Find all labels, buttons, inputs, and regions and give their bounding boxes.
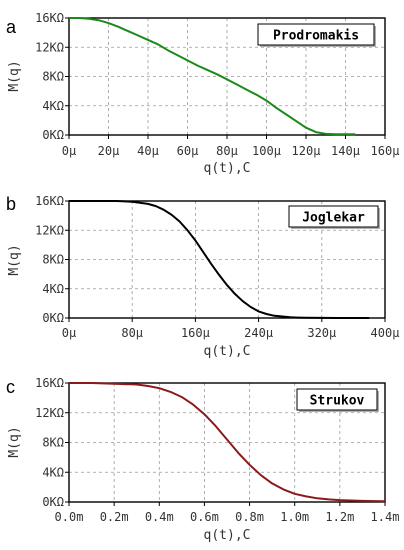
panel-a-prodromakis: a 0μ 20μ 40μ 60μ 80μ 100μ 120μ 140μ 160μ 0KΩ 4KΩ 8KΩ…	[6, 11, 399, 176]
x-tick-label: 1.4m	[371, 510, 400, 524]
y-tick-label: 16KΩ	[35, 194, 64, 208]
x-tick-label: 0.2m	[100, 510, 129, 524]
x-tick-label: 0μ	[62, 144, 76, 158]
series-line-strukov	[69, 382, 386, 503]
series-line-prodromakis	[69, 17, 356, 136]
model-name-label: Strukov	[310, 394, 365, 409]
x-axis-label: q(t),C	[204, 161, 251, 176]
panel-label: b	[6, 194, 16, 214]
x-tick-label: 40μ	[137, 144, 159, 158]
y-tick-label: 4KΩ	[42, 99, 64, 113]
y-tick-label: 12KΩ	[35, 223, 64, 237]
x-tick-label: 0.0m	[55, 510, 84, 524]
y-tick-label: 4KΩ	[42, 282, 64, 296]
model-name-label: Joglekar	[302, 211, 365, 226]
x-tick-label: 0.6m	[190, 510, 219, 524]
x-tick-label: 1.0m	[280, 510, 309, 524]
y-tick-label: 12KΩ	[35, 40, 64, 54]
x-tick-label: 160μ	[181, 326, 210, 340]
x-tick-label: 120μ	[292, 144, 321, 158]
x-tick-label: 140μ	[331, 144, 360, 158]
x-tick-label: 20μ	[98, 144, 120, 158]
y-tick-label: 4KΩ	[42, 465, 64, 479]
y-tick-label: 0KΩ	[42, 128, 64, 142]
x-axis-label: q(t),C	[204, 344, 251, 359]
x-tick-label: 60μ	[177, 144, 199, 158]
x-tick-label: 100μ	[252, 144, 281, 158]
model-name-box	[257, 23, 375, 46]
y-axis-label: M(q)	[7, 426, 22, 457]
x-tick-label: 160μ	[371, 144, 400, 158]
y-tick-label: 16KΩ	[35, 11, 64, 25]
x-tick-label: 80μ	[121, 326, 143, 340]
x-tick-label: 400μ	[371, 326, 400, 340]
y-tick-label: 8KΩ	[42, 436, 64, 450]
x-axis-label: q(t),C	[204, 528, 251, 543]
y-tick-label: 0KΩ	[42, 495, 64, 509]
series-line-joglekar	[69, 200, 370, 319]
x-tick-label: 0.4m	[145, 510, 174, 524]
x-tick-label: 240μ	[244, 326, 273, 340]
model-name-label: Prodromakis	[273, 29, 359, 44]
y-tick-label: 12KΩ	[35, 406, 64, 420]
y-tick-label: 8KΩ	[42, 253, 64, 267]
x-tick-label: 0μ	[62, 326, 76, 340]
model-name-box	[288, 205, 379, 228]
panel-label: c	[6, 377, 15, 397]
y-tick-label: 0KΩ	[42, 311, 64, 325]
x-tick-label: 320μ	[307, 326, 336, 340]
panel-c-strukov: c 0.0m 0.2m 0.4m 0.6m 0.8m 1.0m 1.2m 1.4m 0KΩ 4KΩ 8…	[6, 376, 399, 543]
y-axis-label: M(q)	[7, 244, 22, 275]
x-tick-label: 80μ	[216, 144, 238, 158]
x-tick-label: 0.8m	[235, 510, 264, 524]
y-tick-label: 8KΩ	[42, 70, 64, 84]
model-name-box	[296, 388, 378, 411]
panel-b-joglekar: b 0μ 80μ 160μ 240μ 320μ 400μ 0KΩ 4KΩ 8KΩ 12KΩ 16KΩ q…	[6, 194, 399, 359]
panel-label: a	[6, 17, 17, 37]
y-axis-label: M(q)	[7, 60, 22, 91]
x-tick-label: 1.2m	[325, 510, 354, 524]
y-tick-label: 16KΩ	[35, 376, 64, 390]
